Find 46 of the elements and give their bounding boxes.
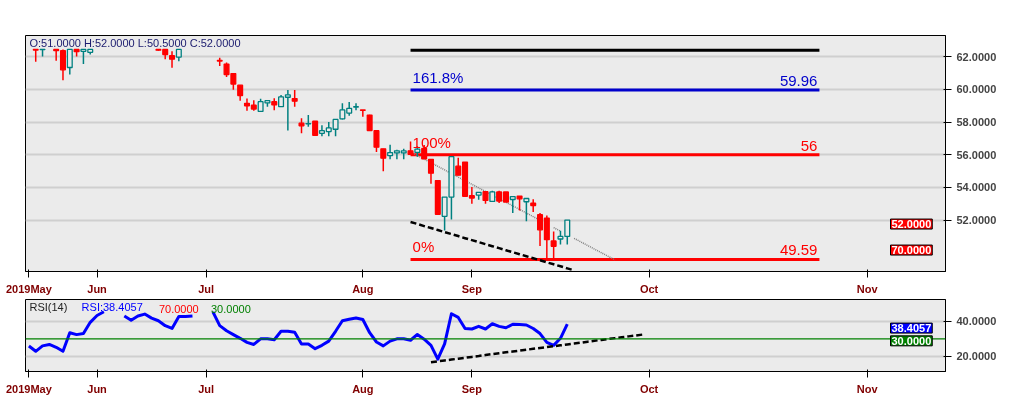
annotation: RSI(14)	[29, 300, 68, 313]
x-tick-label: Sep	[461, 382, 483, 395]
x-tick-label: 2019May	[5, 382, 53, 395]
annotation: 161.8%	[412, 69, 464, 87]
x-tick-label: Jun	[87, 282, 108, 295]
annotation: 49.59	[779, 241, 818, 259]
x-tick-label: Aug	[352, 282, 374, 295]
annotation: 0%	[412, 238, 435, 256]
x-tick-label: Nov	[856, 382, 879, 395]
x-tick-label: Jul	[198, 282, 215, 295]
y-tick-label: 58.0000	[956, 116, 997, 129]
candlestick	[509, 195, 516, 214]
annotation: 38.4057	[891, 322, 932, 335]
x-tick-label: Oct	[639, 282, 659, 295]
x-tick-label: Jul	[198, 382, 215, 395]
y-tick-label: 56.0000	[956, 148, 997, 161]
x-tick-label: Sep	[461, 282, 483, 295]
annotation: 70.0000	[891, 244, 932, 257]
candlestick	[66, 48, 73, 76]
annotation: 52.0000	[891, 218, 932, 231]
y-tick-label: 20.0000	[956, 350, 997, 363]
candlestick	[380, 148, 387, 172]
candlestick	[530, 198, 537, 213]
x-tick-label: Oct	[639, 382, 659, 395]
candlestick	[168, 50, 176, 69]
annotation: 30.0000	[211, 302, 251, 315]
y-tick-label: 40.0000	[956, 315, 997, 328]
y-tick-label: 52.0000	[956, 214, 997, 227]
x-tick-label: 2019May	[5, 282, 53, 295]
annotation: O:51.0000 H:52.0000 L:50.5000 C:52.0000	[29, 36, 241, 49]
annotation: 70.0000	[158, 302, 199, 315]
y-tick-label: 60.0000	[956, 83, 997, 96]
x-tick-label: Jun	[87, 382, 108, 395]
candlestick	[523, 197, 530, 222]
y-tick-label: 54.0000	[956, 181, 997, 194]
annotation: 56	[800, 136, 818, 154]
x-tick-label: Aug	[352, 382, 374, 395]
annotation: RSI:38.4057	[81, 300, 143, 313]
annotation: 100%	[412, 133, 451, 151]
x-tick-label: Nov	[856, 282, 879, 295]
candlestick	[359, 109, 366, 118]
annotation: 59.96	[779, 72, 818, 90]
annotation: 30.0000	[891, 334, 932, 347]
y-tick-label: 62.0000	[956, 50, 997, 63]
line-series	[429, 333, 644, 364]
candlestick	[352, 102, 360, 111]
